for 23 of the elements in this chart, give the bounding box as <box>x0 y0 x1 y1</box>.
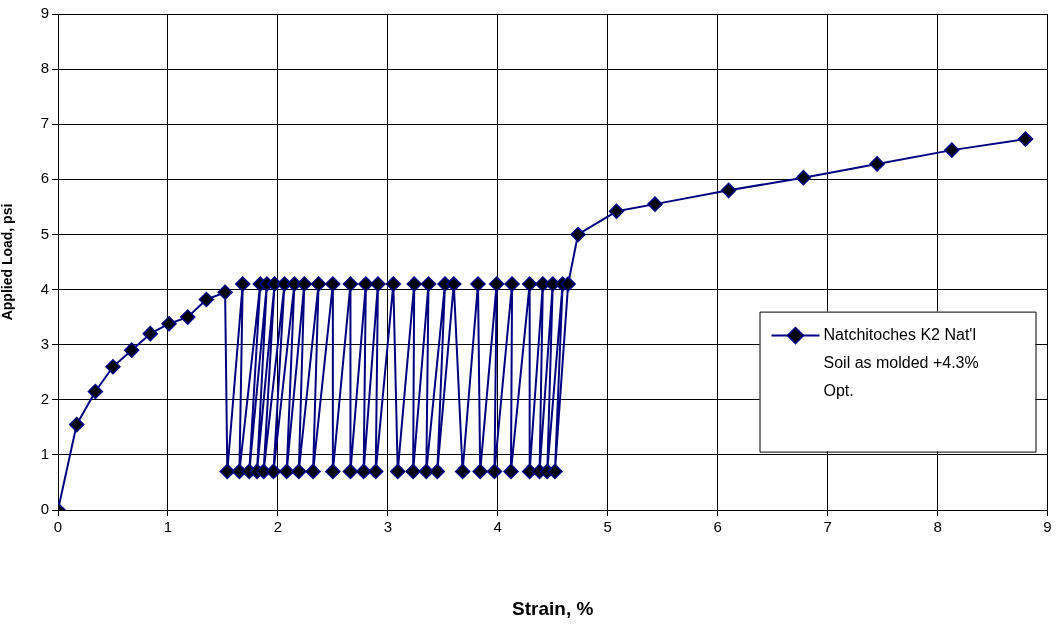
x-tick-label: 6 <box>713 518 722 536</box>
x-tick-label: 0 <box>53 518 63 536</box>
x-tick-label: 1 <box>163 518 173 536</box>
x-tick-label: 9 <box>1043 518 1052 536</box>
y-tick-label: 2 <box>40 389 49 407</box>
x-axis-title: Strain, % <box>512 597 594 619</box>
x-tick-label: 4 <box>493 518 502 536</box>
y-tick-label: 1 <box>40 445 49 463</box>
x-tick-label: 5 <box>603 518 612 536</box>
y-tick-label: 6 <box>40 169 49 187</box>
y-tick-label: 4 <box>40 279 49 297</box>
y-tick-label: 3 <box>40 334 49 352</box>
legend-label: Natchitoches K2 Nat'l Soil as molded +4.3% Opt. <box>823 326 979 400</box>
y-tick-label: 0 <box>40 500 49 518</box>
y-tick-label: 9 <box>40 4 49 22</box>
y-axis-title: Applied Load, psi <box>0 203 16 321</box>
x-tick-label: 3 <box>383 518 393 536</box>
x-tick-label: 8 <box>933 518 942 536</box>
x-tick-label: 7 <box>823 518 832 536</box>
y-tick-label: 8 <box>40 59 49 77</box>
y-tick-label: 7 <box>40 114 49 132</box>
y-tick-label: 5 <box>40 224 49 242</box>
x-tick-label: 2 <box>273 518 283 536</box>
